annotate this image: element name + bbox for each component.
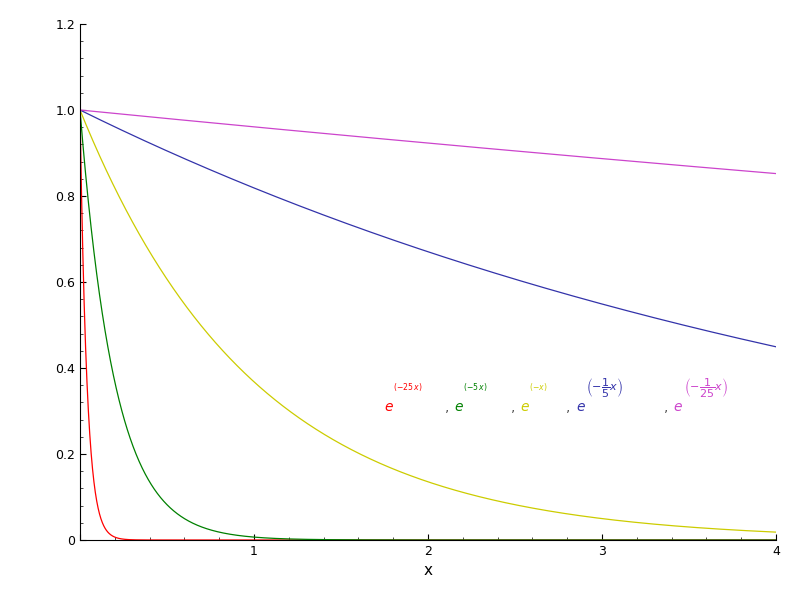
Text: $,$: $,$ — [663, 401, 668, 415]
Text: $,$: $,$ — [444, 401, 449, 415]
X-axis label: x: x — [423, 563, 433, 578]
Text: $e$: $e$ — [520, 400, 530, 414]
Text: $,$: $,$ — [510, 401, 514, 415]
Text: $e$: $e$ — [674, 400, 683, 414]
Text: $\left(-\dfrac{1}{5}x\right)$: $\left(-\dfrac{1}{5}x\right)$ — [586, 377, 623, 400]
Text: $e$: $e$ — [576, 400, 586, 414]
Text: $^{(-x)}$: $^{(-x)}$ — [529, 383, 547, 394]
Text: $^{(-5\,x)}$: $^{(-5\,x)}$ — [462, 383, 488, 394]
Text: $e$: $e$ — [385, 400, 394, 414]
Text: $\left(-\dfrac{1}{25}x\right)$: $\left(-\dfrac{1}{25}x\right)$ — [684, 377, 728, 400]
Text: $,$: $,$ — [566, 401, 570, 415]
Text: $^{(-25\,x)}$: $^{(-25\,x)}$ — [394, 383, 423, 394]
Text: $e$: $e$ — [454, 400, 464, 414]
